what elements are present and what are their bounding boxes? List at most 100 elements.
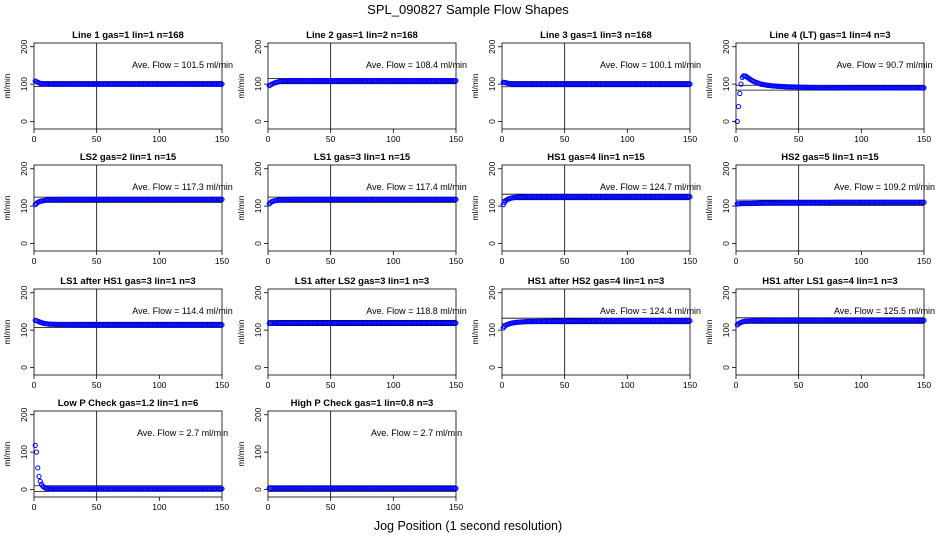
y-axis-label: ml/min xyxy=(2,73,12,98)
panel-title: HS1 gas=4 lin=1 n=15 xyxy=(547,152,645,163)
data-point xyxy=(36,473,42,480)
y-axis-label: ml/min xyxy=(704,195,714,220)
y-axis-label: ml/min xyxy=(236,73,246,98)
figure-title: SPL_090827 Sample Flow Shapes xyxy=(367,2,569,17)
x-tick-label: 100 xyxy=(152,502,166,512)
x-tick-label: 150 xyxy=(917,380,931,390)
y-tick-label: 100 xyxy=(721,199,731,213)
data-point xyxy=(735,103,742,110)
y-tick-label: 100 xyxy=(721,77,731,91)
x-tick-label: 50 xyxy=(794,256,804,266)
x-tick-label: 50 xyxy=(560,256,570,266)
avg-flow-annotation: Ave. Flow = 124.7 ml/min xyxy=(600,182,701,192)
plot-frame xyxy=(33,288,223,376)
avg-flow-annotation: Ave. Flow = 108.4 ml/min xyxy=(366,60,467,70)
y-tick-label: 0 xyxy=(19,487,29,492)
x-tick-label: 150 xyxy=(449,380,463,390)
data-point xyxy=(921,85,927,91)
avg-flow-annotation: Ave. Flow = 2.7 ml/min xyxy=(137,428,228,438)
x-tick-label: 150 xyxy=(683,134,697,144)
y-tick-label: 200 xyxy=(253,285,263,299)
plot-frame xyxy=(267,288,457,376)
y-tick-label: 100 xyxy=(253,323,263,337)
y-tick-label: 200 xyxy=(487,285,497,299)
panel: HS1 gas=4 lin=1 n=15 0 50 100 150 0 100 200 ml/m… xyxy=(470,152,701,266)
y-tick-label: 0 xyxy=(253,241,263,246)
x-tick-label: 0 xyxy=(32,134,37,144)
y-tick-label: 200 xyxy=(19,161,29,175)
y-tick-label: 100 xyxy=(253,77,263,91)
x-tick-label: 0 xyxy=(266,134,271,144)
panel-title: HS1 after LS1 gas=4 lin=1 n=3 xyxy=(762,276,897,287)
panel-title: LS1 after HS1 gas=3 lin=1 n=3 xyxy=(60,276,195,287)
plot-frame xyxy=(501,288,691,376)
y-tick-label: 200 xyxy=(253,407,263,421)
panel-title: LS2 gas=2 lin=1 n=15 xyxy=(80,152,177,163)
data-point xyxy=(219,81,225,87)
y-tick-label: 200 xyxy=(721,39,731,53)
y-tick-label: 100 xyxy=(487,199,497,213)
y-axis-label: ml/min xyxy=(470,319,480,344)
y-tick-label: 200 xyxy=(721,285,731,299)
x-tick-label: 100 xyxy=(386,134,400,144)
plot-frame xyxy=(735,164,925,252)
panel: High P Check gas=1 lin=0.8 n=3 0 50 100 150 0… xyxy=(236,398,463,512)
y-axis-label: ml/min xyxy=(704,319,714,344)
x-tick-label: 0 xyxy=(734,256,739,266)
data-point xyxy=(453,485,459,491)
data-point xyxy=(738,81,744,87)
panel: HS1 after LS1 gas=4 lin=1 n=3 0 50 100 150 0 1… xyxy=(704,276,935,390)
y-tick-label: 100 xyxy=(253,445,263,459)
x-tick-label: 50 xyxy=(92,256,102,266)
x-tick-label: 150 xyxy=(683,256,697,266)
y-tick-label: 100 xyxy=(19,445,29,459)
x-tick-label: 0 xyxy=(734,134,739,144)
data-point xyxy=(37,478,43,484)
x-tick-label: 0 xyxy=(266,502,271,512)
x-tick-label: 50 xyxy=(560,380,570,390)
x-tick-label: 100 xyxy=(854,134,868,144)
data-point xyxy=(734,118,740,125)
panel: LS1 gas=3 lin=1 n=15 0 50 100 150 0 100 200 ml/m… xyxy=(236,152,467,266)
y-tick-label: 100 xyxy=(487,323,497,337)
x-tick-label: 100 xyxy=(152,380,166,390)
panel: LS1 after HS1 gas=3 lin=1 n=3 0 50 100 150 0 1… xyxy=(2,276,233,390)
y-tick-label: 200 xyxy=(19,285,29,299)
y-tick-label: 0 xyxy=(253,119,263,124)
x-tick-label: 50 xyxy=(326,256,336,266)
y-tick-label: 0 xyxy=(19,365,29,370)
plot-frame xyxy=(735,288,925,376)
panel-title: HS2 gas=5 lin=1 n=15 xyxy=(781,152,879,163)
y-axis-label: ml/min xyxy=(704,73,714,98)
y-tick-label: 100 xyxy=(19,199,29,213)
panel: HS2 gas=5 lin=1 n=15 0 50 100 150 0 100 200 ml/m… xyxy=(704,152,935,266)
y-tick-label: 200 xyxy=(19,39,29,53)
data-point xyxy=(32,442,38,448)
y-axis-label: ml/min xyxy=(236,441,246,466)
plot-frame xyxy=(267,410,457,498)
data-point xyxy=(219,196,225,202)
x-tick-label: 50 xyxy=(92,502,102,512)
y-tick-label: 100 xyxy=(19,77,29,91)
data-point xyxy=(453,320,459,326)
x-tick-label: 150 xyxy=(215,256,229,266)
y-tick-label: 100 xyxy=(19,323,29,337)
x-tick-label: 150 xyxy=(449,134,463,144)
data-point xyxy=(453,196,459,202)
data-point xyxy=(921,199,927,205)
plot-frame xyxy=(33,410,223,498)
x-tick-label: 100 xyxy=(854,380,868,390)
x-tick-label: 0 xyxy=(32,502,37,512)
avg-flow-annotation: Ave. Flow = 100.1 ml/min xyxy=(600,60,701,70)
y-tick-label: 200 xyxy=(253,161,263,175)
avg-flow-annotation: Ave. Flow = 117.4 ml/min xyxy=(366,182,466,192)
y-tick-label: 0 xyxy=(19,119,29,124)
avg-flow-annotation: Ave. Flow = 117.3 ml/min xyxy=(132,182,232,192)
y-tick-label: 200 xyxy=(19,407,29,421)
y-tick-label: 0 xyxy=(487,241,497,246)
plot-frame xyxy=(501,164,691,252)
avg-flow-annotation: Ave. Flow = 125.5 ml/min xyxy=(834,306,935,316)
x-tick-label: 50 xyxy=(794,134,804,144)
y-axis-label: ml/min xyxy=(2,441,12,466)
panel-title: LS1 after LS2 gas=3 lin=1 n=3 xyxy=(295,276,429,287)
